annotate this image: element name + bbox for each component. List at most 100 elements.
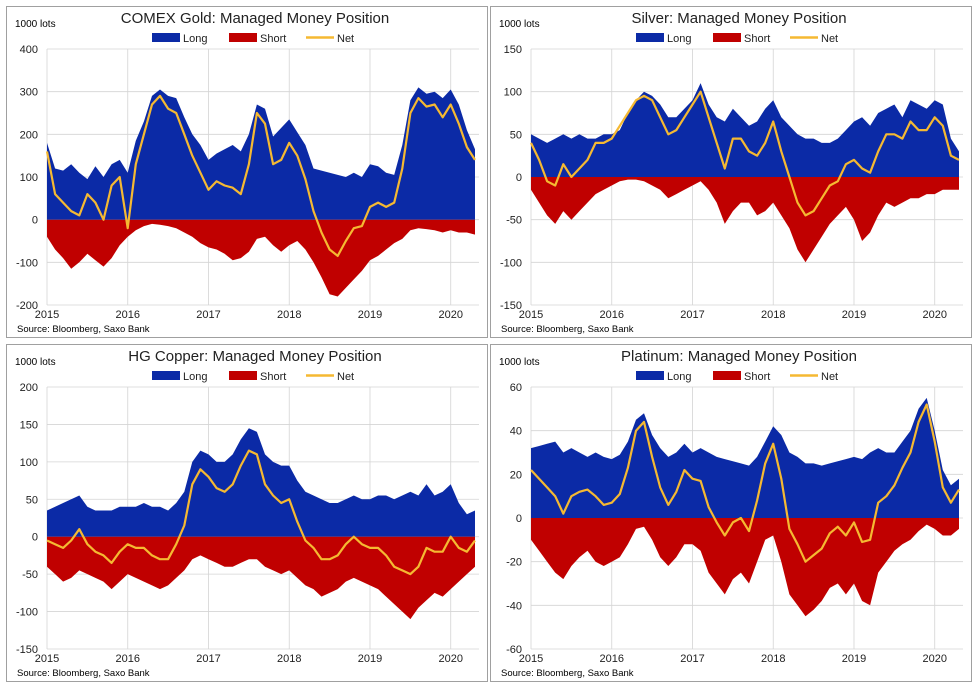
x-tick-label: 2017 xyxy=(680,653,704,665)
series-net-line xyxy=(46,449,476,576)
x-tick-label: 2018 xyxy=(277,309,301,321)
x-tick-label: 2020 xyxy=(922,309,946,321)
source-label: Source: Bloomberg, Saxo Bank xyxy=(17,324,150,335)
y-tick-label: 0 xyxy=(516,513,522,525)
y-tick-label: 0 xyxy=(516,172,522,184)
y-tick-label: 200 xyxy=(20,382,38,394)
x-tick-label: 2019 xyxy=(358,309,382,321)
source-label: Source: Bloomberg, Saxo Bank xyxy=(501,668,634,679)
legend-swatch xyxy=(713,33,741,42)
series-short-area xyxy=(47,219,475,297)
series-long-area xyxy=(47,428,475,537)
legend-label: Net xyxy=(821,371,838,383)
y-tick-label: -100 xyxy=(16,257,38,269)
legend-swatch xyxy=(636,371,664,380)
y-tick-label: 60 xyxy=(510,382,522,394)
legend-label: Short xyxy=(260,371,286,383)
x-tick-label: 2016 xyxy=(600,309,624,321)
x-tick-label: 2018 xyxy=(277,653,301,665)
legend: Long Short Net xyxy=(636,33,838,45)
chart-panel-platinum: 60 40 20 0 -20 -40 -60 2015 2016 2017 2018 2019 2020… xyxy=(490,344,972,682)
x-tick-label: 2019 xyxy=(358,653,382,665)
legend-label: Long xyxy=(183,371,207,383)
series-net-line xyxy=(45,94,476,257)
source-label: Source: Bloomberg, Saxo Bank xyxy=(501,324,634,335)
unit-label: 1000 lots xyxy=(499,357,540,368)
legend-label: Short xyxy=(744,371,770,383)
series-short-area xyxy=(47,536,475,620)
legend-label: Short xyxy=(744,33,770,45)
x-tick-label: 2020 xyxy=(922,653,946,665)
x-tick-label: 2015 xyxy=(519,309,543,321)
legend-swatch xyxy=(152,371,180,380)
x-tick-label: 2015 xyxy=(519,653,543,665)
x-tick-label: 2019 xyxy=(842,653,866,665)
x-tick-label: 2017 xyxy=(196,653,220,665)
series-long-area xyxy=(47,87,475,220)
series-short-area xyxy=(531,518,959,617)
x-tick-label: 2016 xyxy=(116,309,140,321)
legend-label: Net xyxy=(821,33,838,45)
legend-label: Net xyxy=(337,33,354,45)
x-tick-label: 2017 xyxy=(196,309,220,321)
series-short-area xyxy=(531,177,959,263)
x-tick-label: 2019 xyxy=(842,309,866,321)
y-tick-label: 50 xyxy=(510,129,522,141)
legend-label: Long xyxy=(667,33,691,45)
chart-title: HG Copper: Managed Money Position xyxy=(128,348,381,365)
series-long-area xyxy=(531,83,959,177)
y-tick-label: 0 xyxy=(32,532,38,544)
y-tick-label: 100 xyxy=(20,172,38,184)
y-tick-label: 100 xyxy=(20,457,38,469)
y-tick-label: 50 xyxy=(26,494,38,506)
y-tick-label: 100 xyxy=(504,87,522,99)
legend-label: Long xyxy=(667,371,691,383)
y-tick-label: 400 xyxy=(20,44,38,56)
y-tick-label: -60 xyxy=(506,644,522,656)
chart-title: COMEX Gold: Managed Money Position xyxy=(121,10,389,27)
chart-panel-gold: 400 300 200 100 0 -100 -200 2015 2016 2017 2018 201… xyxy=(6,6,488,338)
y-tick-label: 150 xyxy=(20,419,38,431)
y-tick-label: -40 xyxy=(506,600,522,612)
legend-swatch xyxy=(636,33,664,42)
y-tick-label: 40 xyxy=(510,426,522,438)
y-tick-label: 200 xyxy=(20,129,38,141)
x-tick-label: 2016 xyxy=(116,653,140,665)
chart-title: Silver: Managed Money Position xyxy=(631,10,846,27)
chart-panel-silver: 150 100 50 0 -50 -100 -150 2015 2016 2017 2018 2019… xyxy=(490,6,972,338)
legend: Long Short Net xyxy=(152,33,354,45)
legend-swatch xyxy=(229,371,257,380)
unit-label: 1000 lots xyxy=(15,357,56,368)
y-tick-label: -150 xyxy=(500,300,522,312)
y-tick-label: -20 xyxy=(506,557,522,569)
x-tick-label: 2020 xyxy=(438,309,462,321)
y-tick-label: 300 xyxy=(20,87,38,99)
x-tick-label: 2018 xyxy=(761,653,785,665)
legend-swatch xyxy=(713,371,741,380)
legend-label: Short xyxy=(260,33,286,45)
y-tick-label: -150 xyxy=(16,644,38,656)
series-net-line xyxy=(530,90,960,217)
x-tick-label: 2020 xyxy=(438,653,462,665)
x-tick-label: 2016 xyxy=(600,653,624,665)
x-tick-label: 2015 xyxy=(35,653,59,665)
y-tick-label: -100 xyxy=(500,257,522,269)
y-tick-label: 150 xyxy=(504,44,522,56)
y-tick-label: -50 xyxy=(506,215,522,227)
x-tick-label: 2018 xyxy=(761,309,785,321)
legend-label: Net xyxy=(337,371,354,383)
legend-swatch xyxy=(229,33,257,42)
legend: Long Short Net xyxy=(152,371,354,383)
chart-title: Platinum: Managed Money Position xyxy=(621,348,857,365)
legend-label: Long xyxy=(183,33,207,45)
y-tick-label: -100 xyxy=(16,607,38,619)
source-label: Source: Bloomberg, Saxo Bank xyxy=(17,668,150,679)
x-tick-label: 2015 xyxy=(35,309,59,321)
series-long-area xyxy=(531,397,959,518)
legend-swatch xyxy=(152,33,180,42)
y-tick-label: 0 xyxy=(32,215,38,227)
